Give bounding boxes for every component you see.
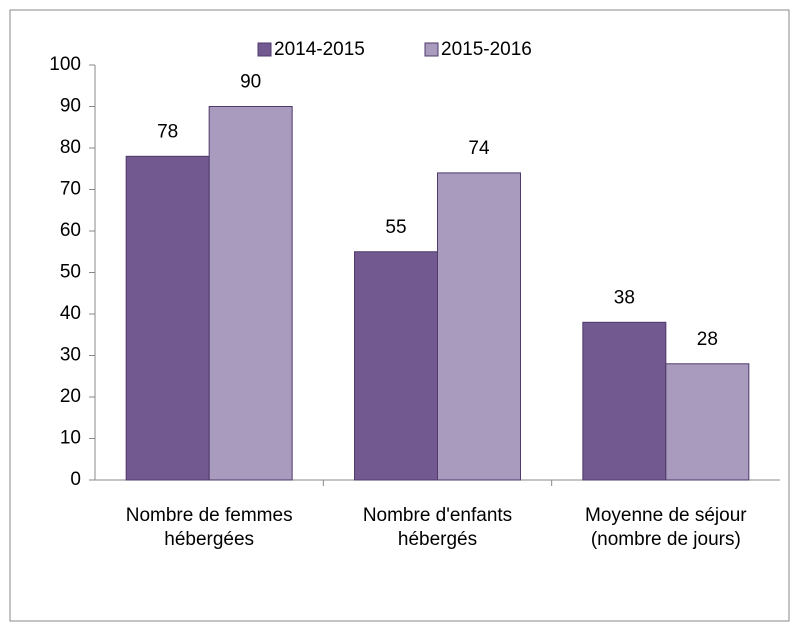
data-label: 78 — [157, 121, 178, 142]
bar — [665, 363, 750, 481]
legend-label: 2014-2015 — [274, 39, 365, 60]
y-tick-label: 0 — [70, 469, 81, 490]
y-tick-label: 80 — [60, 137, 81, 158]
x-tick-label: Nombre d'enfants hébergés — [363, 505, 512, 550]
bar — [208, 106, 293, 481]
y-tick-label: 30 — [60, 345, 81, 366]
legend-swatch — [424, 42, 439, 57]
bar — [582, 321, 667, 481]
data-label: 55 — [385, 217, 406, 238]
data-label: 38 — [614, 287, 635, 308]
legend-swatch — [257, 42, 272, 57]
x-tick-label: Moyenne de séjour (nombre de jours) — [585, 505, 747, 550]
y-tick-label: 90 — [60, 96, 81, 117]
y-tick-label: 50 — [60, 262, 81, 283]
y-tick-label: 70 — [60, 179, 81, 200]
y-tick-label: 100 — [49, 54, 81, 75]
x-tick-label: Nombre de femmes hébergées — [126, 505, 293, 550]
y-tick-label: 10 — [60, 428, 81, 449]
data-label: 90 — [240, 72, 261, 93]
bar — [437, 172, 521, 481]
y-tick-label: 20 — [60, 386, 81, 407]
y-tick-label: 40 — [60, 303, 81, 324]
data-label: 28 — [697, 329, 718, 350]
legend-label: 2015-2016 — [441, 39, 532, 60]
data-label: 74 — [468, 138, 490, 159]
bar — [354, 251, 438, 481]
bar — [125, 155, 210, 481]
y-tick-label: 60 — [60, 220, 81, 241]
